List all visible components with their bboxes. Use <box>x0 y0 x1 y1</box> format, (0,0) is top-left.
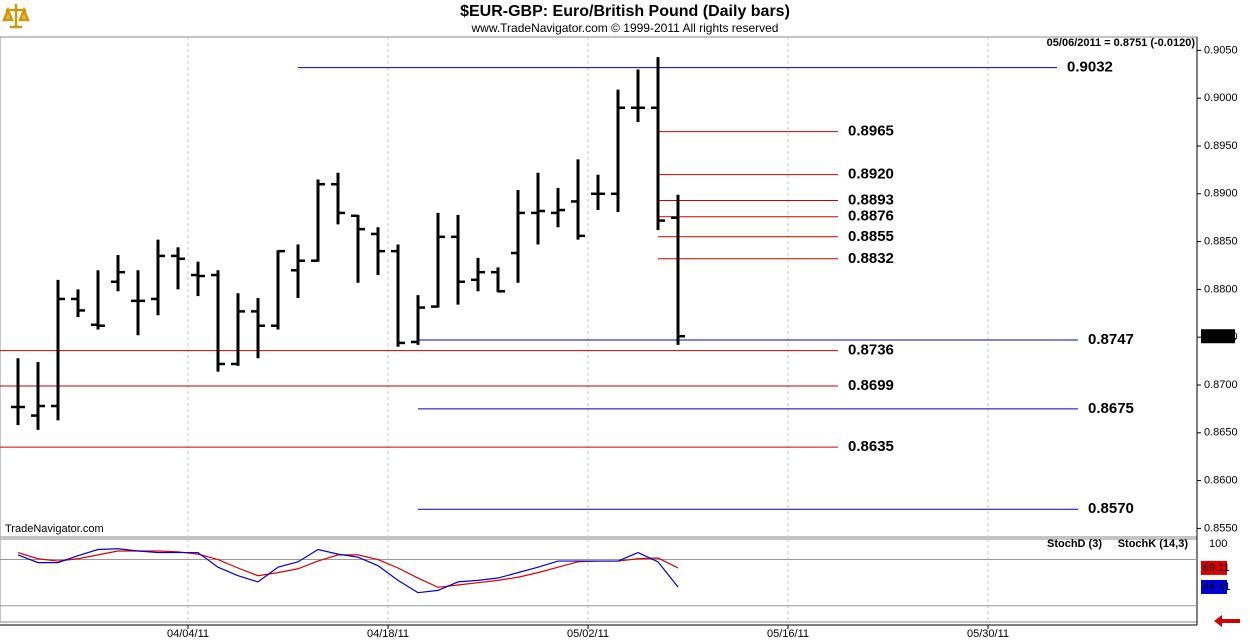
level-label: 0.8635 <box>848 438 894 455</box>
logo <box>2 2 30 30</box>
level-label: 0.8736 <box>848 342 894 359</box>
y-tick-label: 0.8550 <box>1204 522 1238 534</box>
chart-subtitle: www.TradeNavigator.com © 1999-2011 All r… <box>471 21 779 35</box>
y-tick-label: 0.8700 <box>1204 379 1238 391</box>
main-panel <box>0 36 1198 538</box>
level-label: 0.8570 <box>1088 500 1134 517</box>
legend-entry: StochD (3) <box>1047 538 1102 550</box>
level-label: 0.8832 <box>848 250 894 267</box>
level-label: 0.8893 <box>848 191 894 208</box>
x-tick-label: 04/04/11 <box>167 628 209 640</box>
y-tick-label: 0.8850 <box>1204 235 1238 247</box>
level-label: 0.8699 <box>848 377 894 394</box>
y-tick-label: 0.8950 <box>1204 140 1238 152</box>
level-label: 0.8876 <box>848 208 894 225</box>
level-label: 0.8855 <box>848 228 894 245</box>
legend-entry: StochK (14,3) <box>1118 538 1189 550</box>
last-price-label: 0.8751 <box>1203 330 1237 342</box>
level-label: 0.8920 <box>848 166 894 183</box>
scroll-arrow[interactable] <box>1214 615 1240 627</box>
y-tick-label: 0.8800 <box>1204 283 1238 295</box>
level-label: 0.8965 <box>848 123 894 140</box>
watermark: TradeNavigator.com <box>5 523 104 535</box>
y-tick-label: 0.9050 <box>1204 44 1238 56</box>
stoch-line <box>17 548 679 594</box>
level-label: 0.9032 <box>1067 59 1113 76</box>
chart-title: $EUR-GBP: Euro/British Pound (Daily bars… <box>460 3 790 20</box>
y-tick-label: 0.8600 <box>1204 475 1238 487</box>
y-tick-label: 100 <box>1209 538 1227 550</box>
y-tick-label: 0.8650 <box>1204 427 1238 439</box>
level-label: 0.8747 <box>1088 331 1134 348</box>
level-label: 0.8675 <box>1088 400 1134 417</box>
stoch-line <box>17 550 679 588</box>
x-tick-label: 05/16/11 <box>767 628 809 640</box>
y-tick-label: 0.8900 <box>1204 188 1238 200</box>
y-tick-label: 0.9000 <box>1204 92 1238 104</box>
last-value-box <box>1201 579 1227 594</box>
x-tick-label: 04/18/11 <box>367 628 409 640</box>
last-value-box <box>1201 560 1227 575</box>
last-value-label: 44.41 <box>1203 581 1231 593</box>
x-tick-label: 05/02/11 <box>567 628 609 640</box>
last-value-label: 69.11 <box>1203 562 1230 574</box>
x-tick-label: 05/30/11 <box>967 628 1009 640</box>
last-price-box <box>1201 329 1235 344</box>
quote: 05/06/2011 = 0.8751 (-0.0120) <box>1047 37 1196 49</box>
